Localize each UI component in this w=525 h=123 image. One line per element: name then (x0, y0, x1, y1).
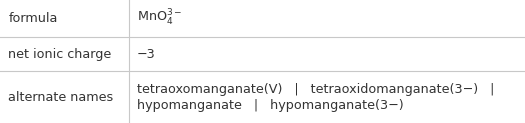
Text: formula: formula (8, 12, 58, 25)
Text: tetraoxomanganate(V)   |   tetraoxidomanganate(3−)   |: tetraoxomanganate(V) | tetraoxidomangana… (137, 83, 495, 96)
Text: −3: −3 (137, 48, 156, 61)
Text: alternate names: alternate names (8, 91, 113, 104)
Text: MnO$_4^{3-}$: MnO$_4^{3-}$ (137, 8, 182, 29)
Text: hypomanganate   |   hypomanganate(3−): hypomanganate | hypomanganate(3−) (137, 99, 404, 112)
Text: net ionic charge: net ionic charge (8, 48, 112, 61)
